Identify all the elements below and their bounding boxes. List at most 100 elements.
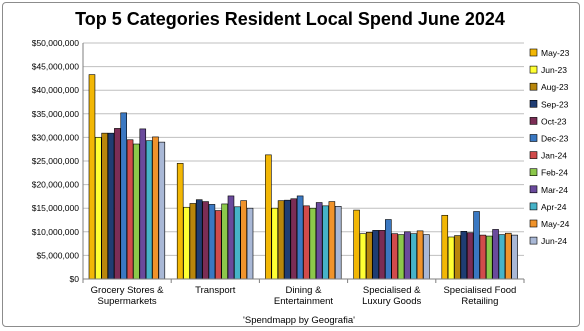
legend-swatch <box>529 134 538 142</box>
bar-aug-23 <box>101 132 108 280</box>
chart-title: Top 5 Categories Resident Local Spend Ju… <box>75 9 505 29</box>
legend-swatch <box>529 151 538 159</box>
x-category-label: Specialised Food <box>443 285 516 296</box>
bar-may-23 <box>88 74 96 280</box>
bar-oct-23 <box>378 230 386 280</box>
legend-label: Dec-23 <box>541 134 569 144</box>
bar-jun-24 <box>246 207 254 280</box>
bar-apr-24 <box>322 205 329 280</box>
bar-dec-23 <box>120 112 127 280</box>
bar-apr-24 <box>145 140 153 280</box>
legend-label: Aug-23 <box>541 82 569 92</box>
x-category-label: Specialised & <box>363 285 421 296</box>
bar-feb-24 <box>133 143 140 280</box>
bar-jun-23 <box>359 233 367 280</box>
x-category-label: Supermarkets <box>98 296 157 307</box>
y-tick-label: $5,000,000 <box>36 250 79 260</box>
bar-feb-24 <box>309 207 317 280</box>
bar-oct-23 <box>290 198 298 280</box>
bar-jun-23 <box>183 206 190 280</box>
bar-may-23 <box>176 163 184 280</box>
bar-jun-24 <box>334 206 342 280</box>
y-axis: $0 $5,000,000 $10,000,000 $15,000,000 $20,00… <box>32 38 84 284</box>
bar-feb-24 <box>397 234 405 280</box>
bar-dec-23 <box>296 195 304 280</box>
bar-jun-23 <box>447 236 455 280</box>
x-category-label: Dining & <box>286 285 323 296</box>
bar-mar-24 <box>404 231 411 280</box>
bars <box>88 74 518 280</box>
x-axis: Grocery Stores &Supermarkets Transport Din… <box>82 278 525 307</box>
x-category-label: Retailing <box>461 296 498 307</box>
bar-may-23 <box>265 154 272 280</box>
y-tick-label: $50,000,000 <box>32 38 80 48</box>
bar-apr-24 <box>498 234 506 280</box>
bar-dec-23 <box>385 219 392 280</box>
bar-mar-24 <box>315 202 323 280</box>
legend-label: Apr-24 <box>541 202 567 212</box>
y-tick-label: $40,000,000 <box>32 85 80 95</box>
bar-jun-23 <box>95 137 102 280</box>
bar-aug-23 <box>365 231 373 280</box>
y-tick-label: $25,000,000 <box>32 156 80 166</box>
legend-swatch <box>529 82 538 91</box>
bar-sep-23 <box>195 199 203 280</box>
bar-jan-24 <box>126 139 134 280</box>
legend-swatch <box>529 168 538 176</box>
x-axis-title: 'Spendmapp by Geografia' <box>243 315 355 326</box>
bar-may-24 <box>152 136 159 280</box>
y-tick-label: $10,000,000 <box>32 227 80 237</box>
x-category-label: Entertainment <box>274 296 334 307</box>
bar-apr-24 <box>234 206 241 280</box>
bar-oct-23 <box>202 201 209 280</box>
legend-swatch <box>529 48 538 57</box>
y-tick-label: $30,000,000 <box>32 132 80 142</box>
legend-label: Jun-24 <box>541 236 567 246</box>
x-category-label: Grocery Stores & <box>91 285 165 296</box>
legend-label: Jun-23 <box>541 65 567 75</box>
bar-oct-23 <box>114 128 121 280</box>
bar-may-24 <box>504 232 512 280</box>
bar-apr-24 <box>410 233 417 280</box>
bar-jan-24 <box>479 234 487 280</box>
bar-jun-23 <box>271 207 278 280</box>
bar-mar-24 <box>492 229 499 280</box>
legend-label: Jan-24 <box>541 151 567 161</box>
bar-jun-24 <box>423 234 430 280</box>
bar-jun-24 <box>511 234 518 280</box>
bar-mar-24 <box>139 128 147 280</box>
bar-may-23 <box>353 209 360 280</box>
legend-label: Mar-24 <box>541 185 568 195</box>
legend-swatch <box>529 219 538 228</box>
bar-feb-24 <box>485 235 493 280</box>
legend-label: May-23 <box>541 48 570 58</box>
y-tick-label: $35,000,000 <box>32 109 80 119</box>
bar-jan-24 <box>215 210 222 280</box>
bar-dec-23 <box>208 204 216 280</box>
x-category-label: Luxury Goods <box>362 296 421 307</box>
legend-swatch <box>529 117 538 125</box>
bar-jan-24 <box>391 233 398 280</box>
legend-label: Sep-23 <box>541 99 569 109</box>
bar-may-24 <box>240 200 247 280</box>
x-category-label: Transport <box>195 285 236 296</box>
bar-aug-23 <box>189 203 197 280</box>
y-tick-label: $0 <box>70 274 80 284</box>
legend-label: Oct-23 <box>541 116 567 126</box>
legend-swatch <box>529 202 538 211</box>
legend: May-23 Jun-23 Aug-23 Sep-23 Oct-23 Dec-23 Jan-… <box>529 48 570 246</box>
bar-may-24 <box>416 230 424 280</box>
bar-oct-23 <box>466 232 474 280</box>
legend-swatch <box>529 65 538 74</box>
y-tick-label: $15,000,000 <box>32 203 80 213</box>
bar-jan-24 <box>303 205 310 280</box>
bar-sep-23 <box>460 231 468 280</box>
legend-label: Feb-24 <box>541 168 568 178</box>
legend-swatch <box>529 236 538 245</box>
bar-mar-24 <box>227 195 235 280</box>
bar-aug-23 <box>277 200 285 280</box>
legend-label: May-24 <box>541 219 570 229</box>
bar-may-24 <box>328 201 336 280</box>
bar-sep-23 <box>372 230 379 280</box>
